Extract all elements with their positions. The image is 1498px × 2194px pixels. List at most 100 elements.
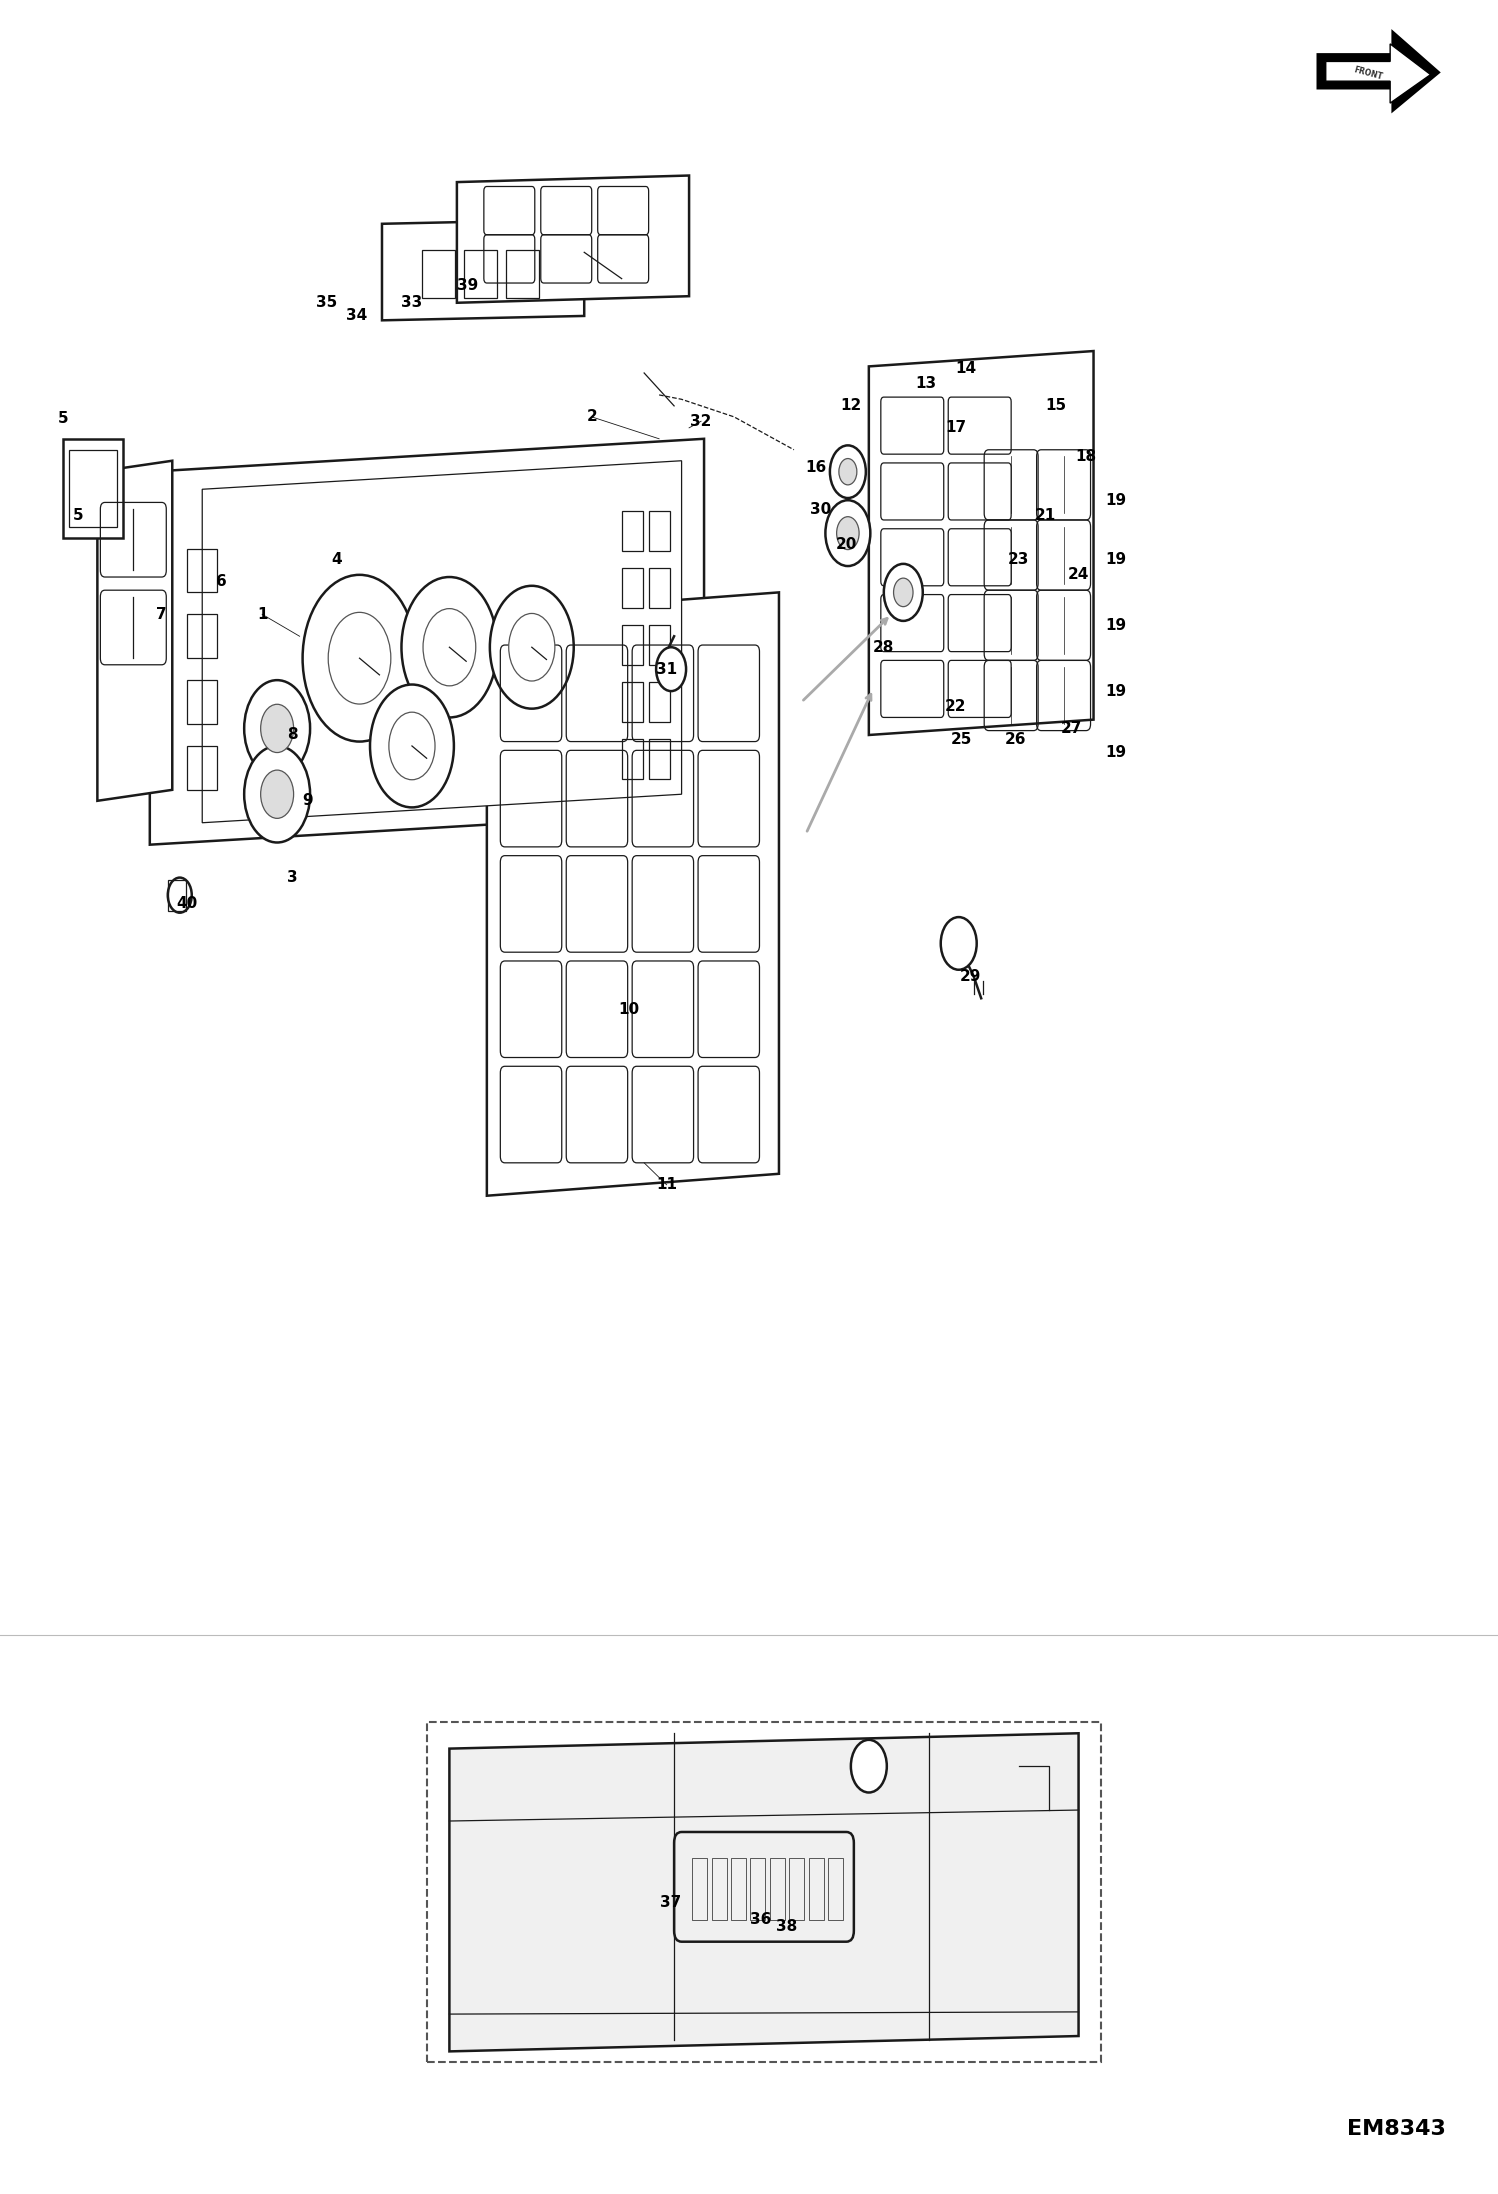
Text: 10: 10 — [619, 1003, 640, 1016]
Circle shape — [328, 612, 391, 704]
Polygon shape — [1326, 44, 1431, 103]
Bar — [649, 625, 670, 665]
Text: 19: 19 — [1106, 685, 1126, 698]
Text: 32: 32 — [691, 415, 712, 428]
Text: 29: 29 — [960, 970, 981, 983]
Text: 5: 5 — [72, 509, 84, 522]
Text: 25: 25 — [951, 733, 972, 746]
Text: 7: 7 — [156, 608, 168, 621]
Circle shape — [941, 917, 977, 970]
Text: 36: 36 — [750, 1913, 771, 1926]
Bar — [649, 511, 670, 551]
Circle shape — [893, 579, 912, 608]
Bar — [622, 739, 643, 779]
Bar — [187, 548, 217, 592]
Text: 5: 5 — [57, 410, 69, 426]
Text: 13: 13 — [915, 377, 936, 391]
Text: FRONT: FRONT — [1353, 66, 1383, 81]
Circle shape — [244, 680, 310, 777]
Bar — [427, 1722, 1101, 2062]
Polygon shape — [457, 176, 689, 303]
Text: 26: 26 — [1005, 733, 1026, 746]
Circle shape — [509, 614, 554, 680]
Circle shape — [490, 586, 574, 709]
Polygon shape — [449, 1733, 1079, 2051]
Circle shape — [389, 713, 434, 779]
Text: 1: 1 — [256, 608, 268, 621]
Text: 38: 38 — [776, 1920, 797, 1933]
Text: 17: 17 — [945, 421, 966, 434]
Bar — [731, 1858, 746, 1920]
Text: 34: 34 — [346, 309, 367, 323]
Text: 23: 23 — [1008, 553, 1029, 566]
Text: 28: 28 — [873, 641, 894, 654]
Circle shape — [261, 704, 294, 753]
Text: EM8343: EM8343 — [1347, 2119, 1446, 2139]
Text: 35: 35 — [316, 296, 337, 309]
Bar — [63, 439, 123, 538]
Text: 3: 3 — [286, 871, 298, 884]
Text: 24: 24 — [1068, 568, 1089, 581]
Text: 15: 15 — [1046, 399, 1067, 412]
Circle shape — [825, 500, 870, 566]
Polygon shape — [150, 439, 704, 845]
Circle shape — [422, 608, 476, 687]
Bar — [622, 682, 643, 722]
Bar — [69, 450, 117, 527]
Text: 4: 4 — [331, 553, 343, 566]
Text: 31: 31 — [656, 663, 677, 676]
Bar — [506, 250, 539, 298]
Text: 6: 6 — [216, 575, 228, 588]
Bar — [649, 568, 670, 608]
Bar — [622, 511, 643, 551]
Text: 19: 19 — [1106, 553, 1126, 566]
Circle shape — [830, 445, 866, 498]
Polygon shape — [487, 592, 779, 1196]
Polygon shape — [1318, 33, 1438, 110]
Text: 37: 37 — [661, 1896, 682, 1909]
Text: 22: 22 — [945, 700, 966, 713]
Circle shape — [836, 518, 860, 551]
Circle shape — [261, 770, 294, 818]
Polygon shape — [202, 461, 682, 823]
Bar — [712, 1858, 727, 1920]
Polygon shape — [97, 461, 172, 801]
Bar — [187, 680, 217, 724]
Bar — [187, 746, 217, 790]
Text: 21: 21 — [1035, 509, 1056, 522]
Circle shape — [884, 564, 923, 621]
Polygon shape — [869, 351, 1094, 735]
Text: 11: 11 — [656, 1178, 677, 1191]
Text: 19: 19 — [1106, 619, 1126, 632]
Text: 14: 14 — [956, 362, 977, 375]
Text: 12: 12 — [840, 399, 861, 412]
Bar — [168, 880, 186, 911]
Circle shape — [401, 577, 497, 717]
Text: 2: 2 — [586, 410, 598, 423]
Bar — [622, 625, 643, 665]
Circle shape — [370, 685, 454, 807]
Text: 39: 39 — [457, 279, 478, 292]
Bar — [692, 1858, 707, 1920]
Text: 30: 30 — [810, 502, 831, 516]
Bar — [770, 1858, 785, 1920]
Bar — [649, 682, 670, 722]
Bar — [649, 739, 670, 779]
Bar — [750, 1858, 765, 1920]
Bar — [789, 1858, 804, 1920]
Text: 16: 16 — [806, 461, 827, 474]
Text: 18: 18 — [1076, 450, 1097, 463]
Text: 19: 19 — [1106, 494, 1126, 507]
Text: 8: 8 — [286, 728, 298, 742]
Bar — [828, 1858, 843, 1920]
Polygon shape — [382, 219, 584, 320]
Circle shape — [839, 459, 857, 485]
Circle shape — [244, 746, 310, 842]
Circle shape — [656, 647, 686, 691]
Bar — [187, 614, 217, 658]
Text: 9: 9 — [301, 794, 313, 807]
Bar — [464, 250, 497, 298]
Circle shape — [303, 575, 416, 742]
Text: 40: 40 — [177, 897, 198, 911]
Circle shape — [851, 1740, 887, 1792]
